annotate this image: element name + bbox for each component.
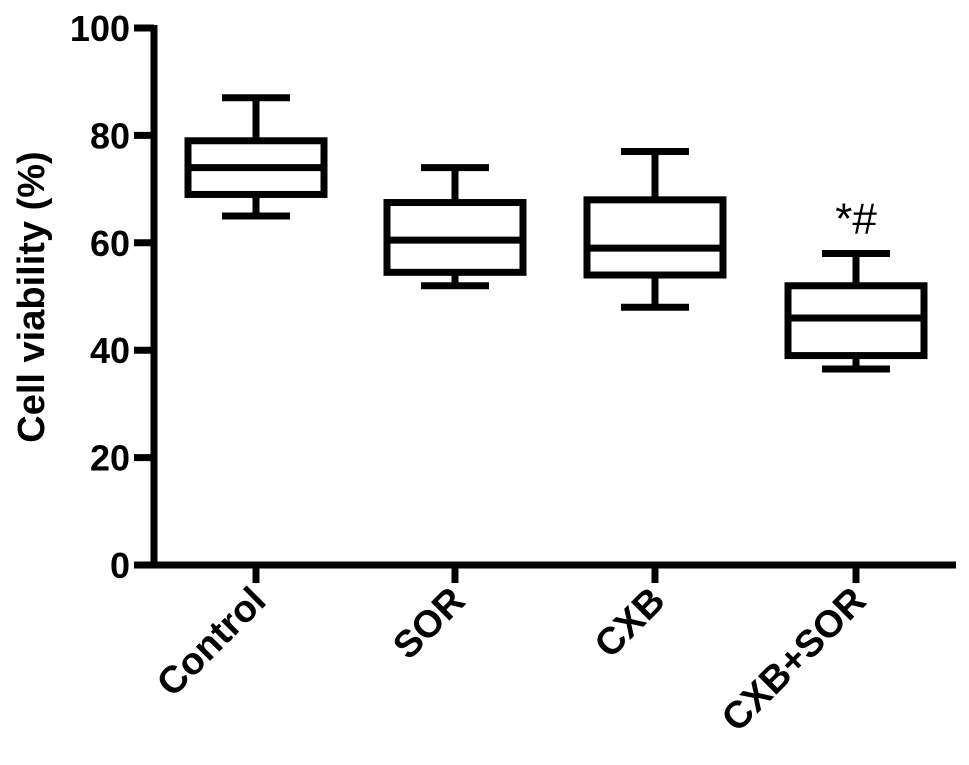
x-axis: Control SOR CXB CXB+SOR (149, 561, 956, 740)
y-tick-label: 80 (90, 115, 130, 156)
y-tick-label: 20 (90, 438, 130, 479)
box-cxb-sor: *# (784, 195, 928, 373)
box-iqr (583, 196, 727, 279)
x-tick-label: SOR (385, 580, 473, 668)
y-axis-label: Cell viability (%) (11, 151, 53, 442)
x-tick-label: Control (149, 580, 274, 705)
box-cxb (583, 148, 727, 311)
boxes-group: *# (184, 94, 928, 373)
x-tick-label: CXB (587, 580, 673, 666)
box-control (184, 94, 328, 220)
y-tick-label: 40 (90, 330, 130, 371)
y-tick-label: 0 (110, 545, 130, 586)
box-sor (383, 164, 527, 290)
y-tick-label: 100 (70, 8, 130, 49)
y-axis: 0 20 40 60 80 100 (70, 8, 158, 586)
y-tick-label: 60 (90, 223, 130, 264)
significance-annotation: *# (835, 195, 877, 244)
x-tick-label: CXB+SOR (714, 580, 874, 740)
